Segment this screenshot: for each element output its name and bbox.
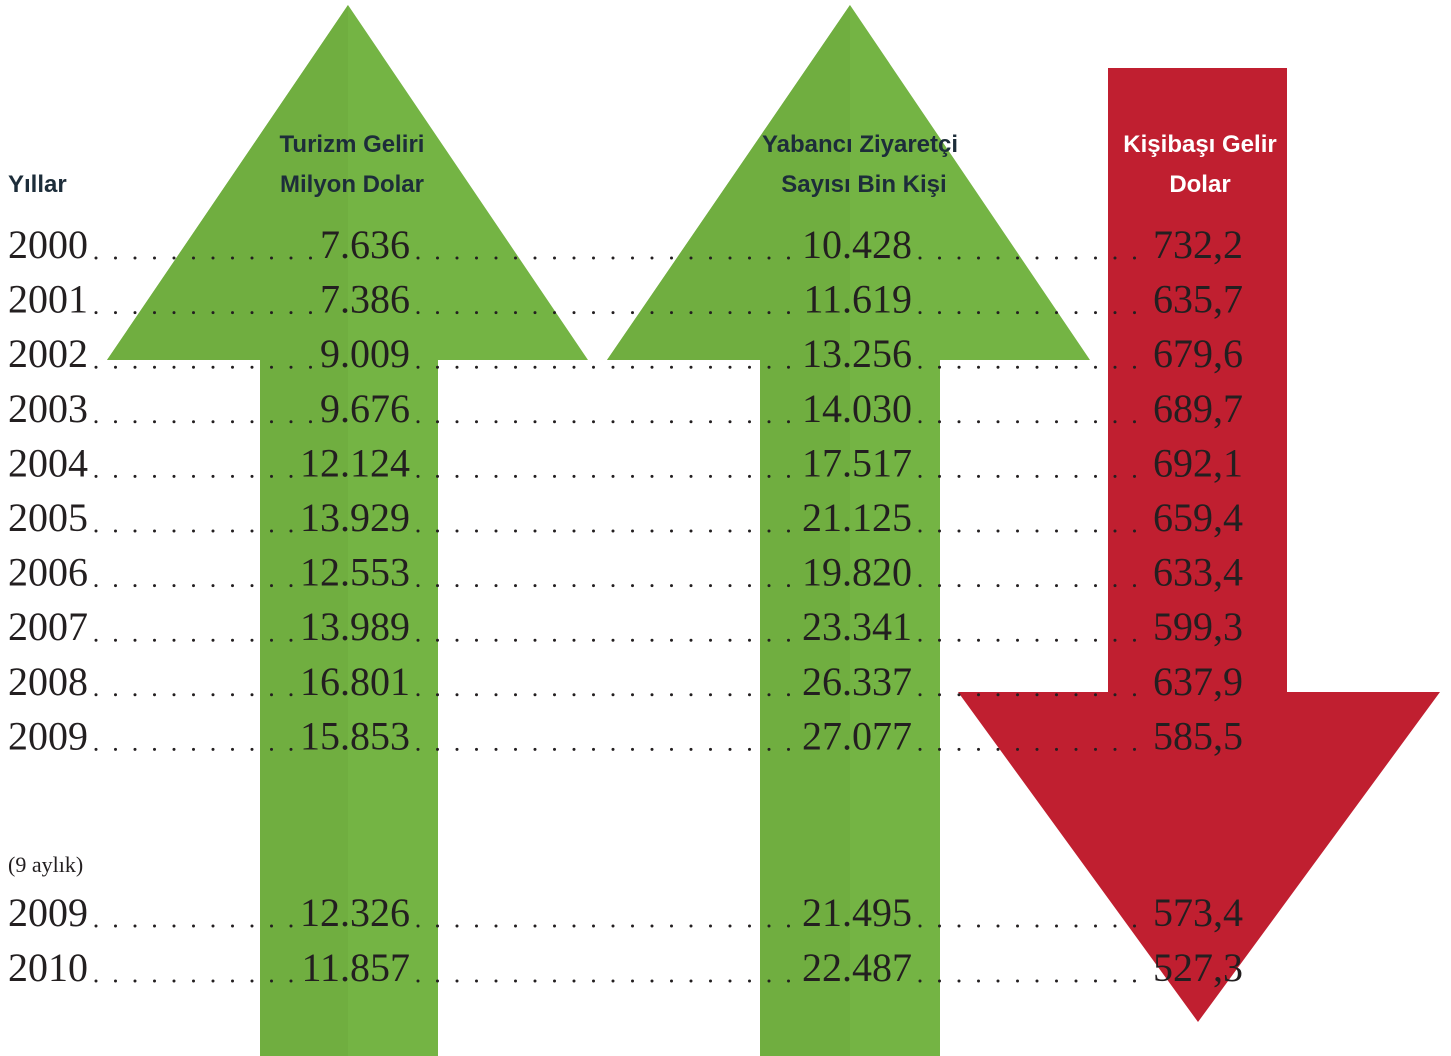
- value: 635,7: [1153, 277, 1243, 322]
- years-header: Yıllar: [8, 171, 67, 198]
- value: 527,3: [1153, 945, 1243, 990]
- value: 9.009: [320, 331, 410, 376]
- value: 23.341: [802, 604, 912, 649]
- column-header: Milyon Dolar: [280, 171, 424, 198]
- value: 12.124: [300, 440, 410, 485]
- year: 2001: [8, 277, 88, 322]
- column-header: Turizm Geliri: [280, 131, 425, 158]
- down-arrow: [958, 68, 1440, 1022]
- value: 13.989: [300, 604, 410, 649]
- year: 2000: [8, 222, 88, 267]
- value: 22.487: [802, 945, 912, 990]
- arrows: [107, 5, 1440, 1056]
- value: 13.256: [802, 331, 912, 376]
- value: 17.517: [802, 440, 912, 485]
- value: 13.929: [300, 495, 410, 540]
- value: 12.553: [300, 550, 410, 595]
- value: 19.820: [802, 550, 912, 595]
- value: 27.077: [802, 713, 912, 758]
- year: 2007: [8, 604, 88, 649]
- year: 2005: [8, 495, 88, 540]
- year: 2006: [8, 550, 88, 595]
- column-header: Sayısı Bin Kişi: [781, 171, 946, 198]
- up-arrow-shade: [107, 5, 348, 1056]
- year: 2009: [8, 713, 88, 758]
- year: 2004: [8, 440, 88, 485]
- column-header: Dolar: [1169, 171, 1230, 198]
- value: 10.428: [802, 222, 912, 267]
- value: 12.326: [300, 890, 410, 935]
- year: 2010: [8, 945, 88, 990]
- value: 689,7: [1153, 386, 1243, 431]
- value: 26.337: [802, 659, 912, 704]
- value: 692,1: [1153, 440, 1243, 485]
- partial-label: (9 aylık): [8, 852, 83, 877]
- value: 15.853: [300, 713, 410, 758]
- value: 21.125: [802, 495, 912, 540]
- value: 11.857: [301, 945, 410, 990]
- value: 637,9: [1153, 659, 1243, 704]
- value: 585,5: [1153, 713, 1243, 758]
- up-arrow-shade: [607, 5, 850, 1056]
- year: 2008: [8, 659, 88, 704]
- value: 11.619: [803, 277, 912, 322]
- value: 21.495: [802, 890, 912, 935]
- column-header: Yabancı Ziyaretçi: [762, 131, 958, 158]
- value: 732,2: [1153, 222, 1243, 267]
- value: 9.676: [320, 386, 410, 431]
- value: 7.386: [320, 277, 410, 322]
- value: 16.801: [300, 659, 410, 704]
- value: 573,4: [1153, 890, 1243, 935]
- value: 14.030: [802, 386, 912, 431]
- value: 599,3: [1153, 604, 1243, 649]
- year: 2003: [8, 386, 88, 431]
- value: 659,4: [1153, 495, 1243, 540]
- value: 679,6: [1153, 331, 1243, 376]
- year: 2009: [8, 890, 88, 935]
- value: 7.636: [320, 222, 410, 267]
- column-header: Kişibaşı Gelir: [1123, 131, 1276, 158]
- value: 633,4: [1153, 550, 1243, 595]
- year: 2002: [8, 331, 88, 376]
